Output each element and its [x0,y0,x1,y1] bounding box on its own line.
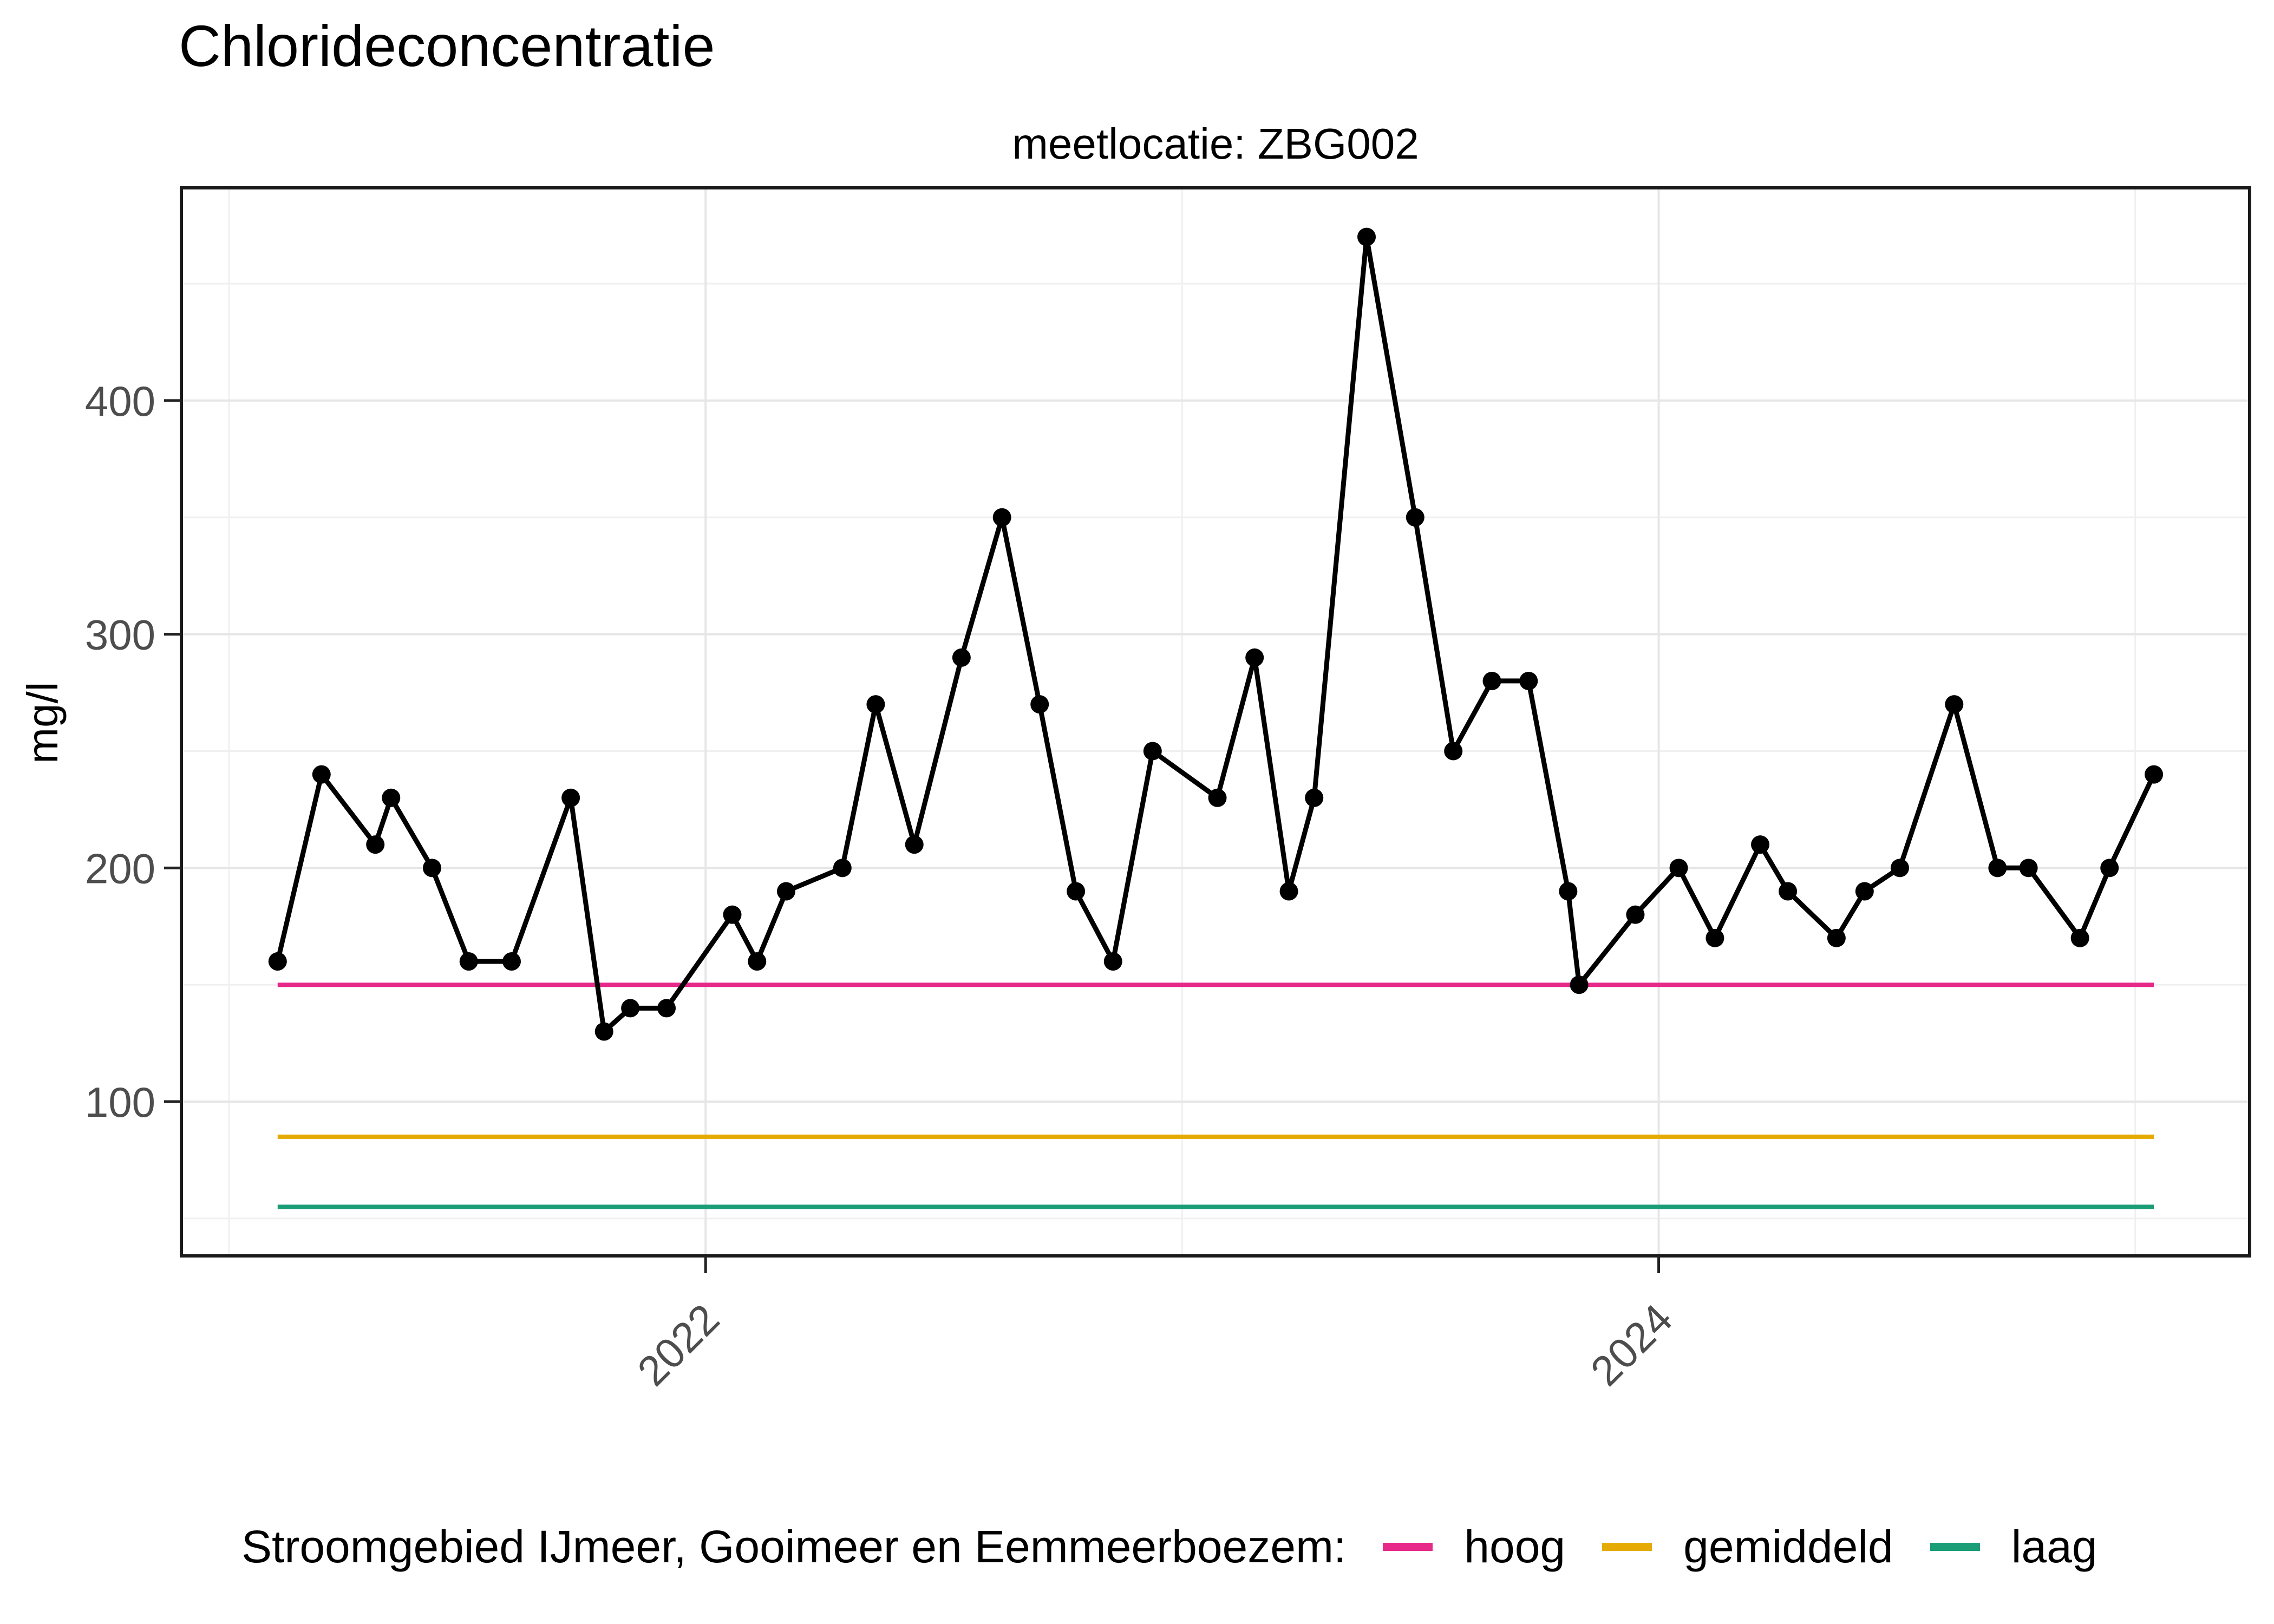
data-point [992,508,1011,527]
y-tick-label: 400 [85,377,155,425]
legend-item-label: laag [2011,1521,2097,1572]
legend-key-line-laag [1930,1542,1980,1551]
legend-key-line-hoog [1383,1542,1433,1551]
data-point [1245,648,1264,667]
y-tick-label: 100 [85,1078,155,1126]
data-point [748,952,767,971]
legend-item-label: hoog [1464,1521,1566,1572]
data-point [1279,882,1298,901]
data-point [1103,952,1122,971]
data-point [866,695,885,714]
data-point [1626,905,1645,924]
data-point [312,765,331,784]
data-point [1890,859,1909,878]
data-point [1406,508,1424,527]
data-point [776,882,795,901]
y-tick-label: 200 [85,844,155,892]
data-point [561,788,580,807]
plot-area: 100 200 300 400 2022 2024 [85,186,2251,1395]
data-point [1444,742,1463,761]
data-point [2070,928,2089,947]
data-point [952,648,971,667]
data-point [905,835,924,854]
data-point [1519,671,1538,690]
data-point [1779,882,1798,901]
data-point [422,859,441,878]
data-point [1751,835,1770,854]
data-point [1305,788,1324,807]
legend-item-label: gemiddeld [1683,1521,1893,1572]
x-tick-label: 2024 [1582,1295,1682,1395]
data-point [1669,859,1688,878]
legend-item-laag: laag [1930,1521,2097,1573]
data-point [621,999,640,1018]
data-point [366,835,385,854]
data-point [2145,765,2164,784]
data-point [268,952,287,971]
data-point [1143,742,1162,761]
legend-title: Stroomgebied IJmeer, Gooimeer en Eemmeer… [241,1521,1347,1572]
data-point [502,952,521,971]
data-point [594,1022,613,1041]
data-point [833,859,852,878]
data-point [382,788,401,807]
data-point [657,999,676,1018]
data-point [1208,788,1227,807]
data-point [1482,671,1501,690]
y-axis-title: mg/l [18,682,67,764]
legend-item-gemiddeld: gemiddeld [1602,1521,1893,1573]
data-point [2100,859,2119,878]
data-point [1570,975,1589,994]
y-tick-label: 300 [85,611,155,659]
chart-subtitle: meetlocatie: ZBG002 [1012,120,1419,168]
data-point [1855,882,1874,901]
legend-key-line-gemiddeld [1602,1542,1652,1551]
x-tick-label: 2022 [628,1295,728,1395]
data-point [1988,859,2007,878]
data-point [723,905,742,924]
data-point [1827,928,1846,947]
data-point [1067,882,1086,901]
page-title: Chlorideconcentratie [179,13,715,78]
data-point [1706,928,1724,947]
data-point [1357,227,1376,246]
data-point [459,952,478,971]
data-point [1030,695,1049,714]
data-point [2019,859,2038,878]
data-point [1559,882,1578,901]
legend-item-hoog: hoog [1383,1521,1565,1573]
legend: Stroomgebied IJmeer, Gooimeer en Eemmeer… [241,1506,2242,1587]
data-point [1945,695,1964,714]
